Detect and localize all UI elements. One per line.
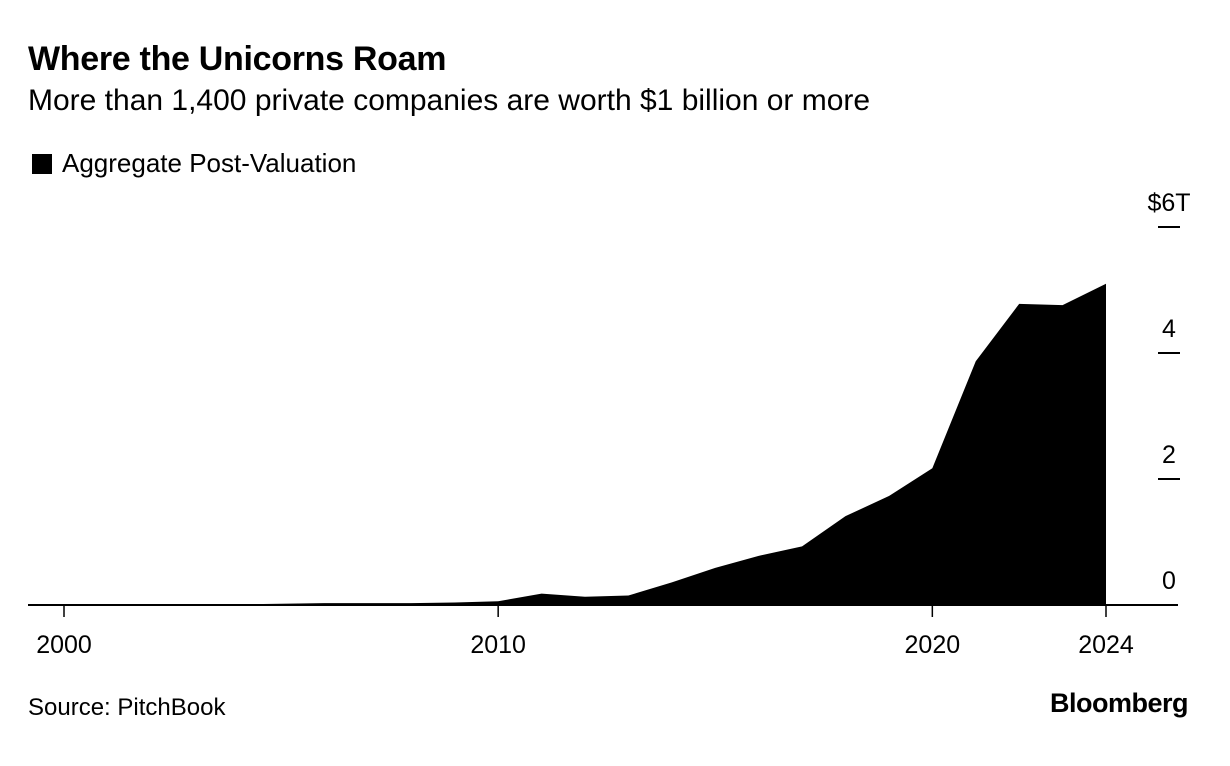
x-tick-label-2000: 2000 bbox=[36, 631, 92, 659]
legend-swatch bbox=[32, 153, 52, 174]
source-note: Source: PitchBook bbox=[28, 694, 226, 721]
x-tick-label-2020: 2020 bbox=[905, 631, 961, 659]
chart-subtitle: More than 1,400 private companies are wo… bbox=[28, 84, 871, 117]
y-tick-label-0: 0 bbox=[1162, 567, 1176, 595]
y-tick-label-2: 2 bbox=[1162, 441, 1176, 469]
legend-label: Aggregate Post-Valuation bbox=[62, 148, 357, 178]
x-tick-label-2010: 2010 bbox=[470, 631, 526, 659]
chart-title: Where the Unicorns Roam bbox=[28, 40, 447, 78]
bloomberg-logo: Bloomberg bbox=[1050, 688, 1189, 718]
y-tick-label-6: $6T bbox=[1147, 189, 1190, 217]
legend: Aggregate Post-Valuation bbox=[32, 148, 356, 179]
y-tick-label-4: 4 bbox=[1162, 315, 1176, 343]
series-area bbox=[64, 283, 1106, 605]
x-tick-label-2024: 2024 bbox=[1078, 631, 1134, 659]
